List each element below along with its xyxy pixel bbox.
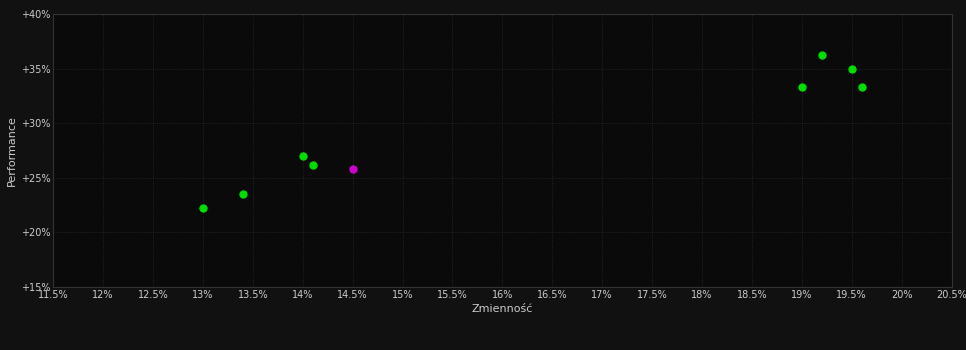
Point bbox=[345, 166, 360, 172]
Point bbox=[854, 84, 869, 90]
Y-axis label: Performance: Performance bbox=[7, 115, 16, 186]
Point bbox=[305, 162, 321, 168]
Point bbox=[814, 53, 830, 58]
X-axis label: Zmienność: Zmienność bbox=[471, 304, 533, 314]
Point bbox=[295, 153, 310, 159]
Point bbox=[794, 84, 810, 90]
Point bbox=[235, 191, 250, 197]
Point bbox=[844, 66, 860, 71]
Point bbox=[195, 205, 211, 211]
